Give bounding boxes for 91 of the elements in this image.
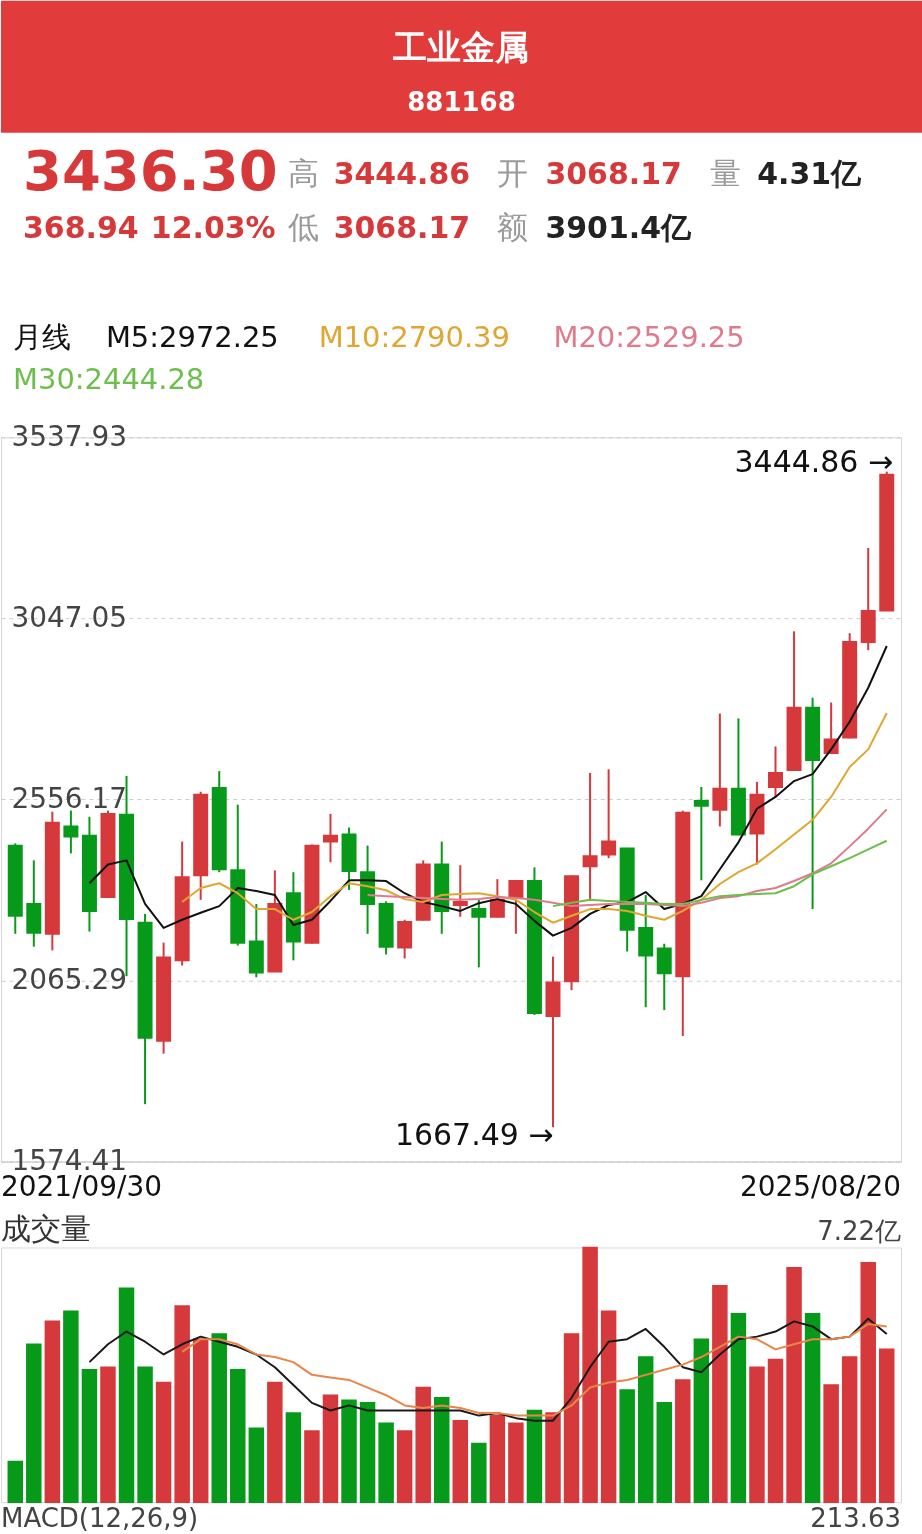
text: 4.31亿 [757,155,863,191]
legend-title: 月线 [12,320,71,355]
bar [489,1414,506,1503]
bar [322,1394,339,1503]
text: M30:2444.28 [12,362,205,397]
bar [767,1358,784,1503]
bar [841,1356,858,1503]
bar [118,1287,135,1503]
bar [526,1409,543,1503]
line-series [181,712,888,924]
bar [730,1312,747,1503]
text: 3068.17 [333,209,471,245]
bar [304,1430,320,1503]
candlestick [489,878,505,919]
candlestick [322,812,338,864]
bar [137,1366,153,1503]
bar [508,1422,524,1503]
bar [359,1402,376,1503]
text: M10:2790.39 [318,320,510,355]
y-tick-label: 2556.17 [11,781,128,815]
candlestick [693,785,709,882]
text: 7.22亿 [817,1216,902,1247]
text: MACD(12,26,9) [1,1503,199,1534]
text: M5:2972.25 [105,320,279,355]
bar [211,1333,227,1503]
text: 213.63 [810,1503,902,1534]
bar [378,1422,394,1503]
text: 3068.17 [545,155,682,191]
bar [804,1312,821,1503]
bar [637,1356,654,1503]
candlestick [601,768,617,860]
y-tick-label: 3047.05 [11,600,128,634]
text: 低 [287,208,319,245]
bar [582,1246,598,1503]
line-series [551,839,888,908]
bar [230,1369,246,1503]
chart-title: 成交量 [1,1211,91,1247]
chart-title: 工业金属 [392,26,530,67]
text: 3901.4亿 [545,209,692,245]
bar [712,1284,728,1503]
bar [26,1343,42,1503]
annotation: 1667.49 → [394,1116,554,1152]
bar [563,1333,580,1503]
text: 3436.30 [22,137,278,203]
text: 开 [497,154,529,191]
bar [341,1399,357,1503]
bar [44,1320,61,1503]
text: 2025/08/20 [739,1169,902,1203]
bar [248,1427,265,1503]
bar [823,1384,839,1503]
bar [860,1262,876,1503]
y-tick-label: 3537.93 [11,419,128,453]
bar [434,1397,450,1503]
bar [192,1338,209,1503]
bar [675,1379,691,1503]
text: M20:2529.25 [553,320,745,355]
bar [396,1430,413,1503]
bar [267,1381,283,1503]
bar [81,1369,98,1503]
text: 368.94 [22,209,139,245]
bar [100,1366,116,1503]
text: 量 [710,154,742,191]
bar [7,1460,24,1503]
bar [656,1402,672,1503]
text: 12.03% [150,209,276,245]
candlestick [471,898,487,969]
bar [415,1386,431,1503]
bar [693,1338,710,1503]
bar [174,1305,190,1503]
text: 额 [497,208,529,245]
candlestick [582,771,598,901]
chart-subtitle: 881168 [407,86,516,117]
bar [63,1310,79,1503]
bar [285,1412,302,1503]
candlestick [63,809,79,855]
bar [545,1412,561,1503]
bar [452,1419,469,1503]
bar [471,1442,487,1503]
text: 高 [287,154,319,191]
bar [786,1267,802,1503]
bar [155,1381,172,1503]
candlestick [452,864,468,918]
bar [749,1366,765,1503]
text: 3444.86 [333,155,471,191]
bar [619,1389,635,1503]
candlestick [712,712,728,828]
y-tick-label: 2065.29 [11,963,128,997]
candlestick [768,745,783,798]
annotation: 3444.86 → [734,444,894,480]
bar [879,1348,895,1503]
bar [600,1310,617,1503]
